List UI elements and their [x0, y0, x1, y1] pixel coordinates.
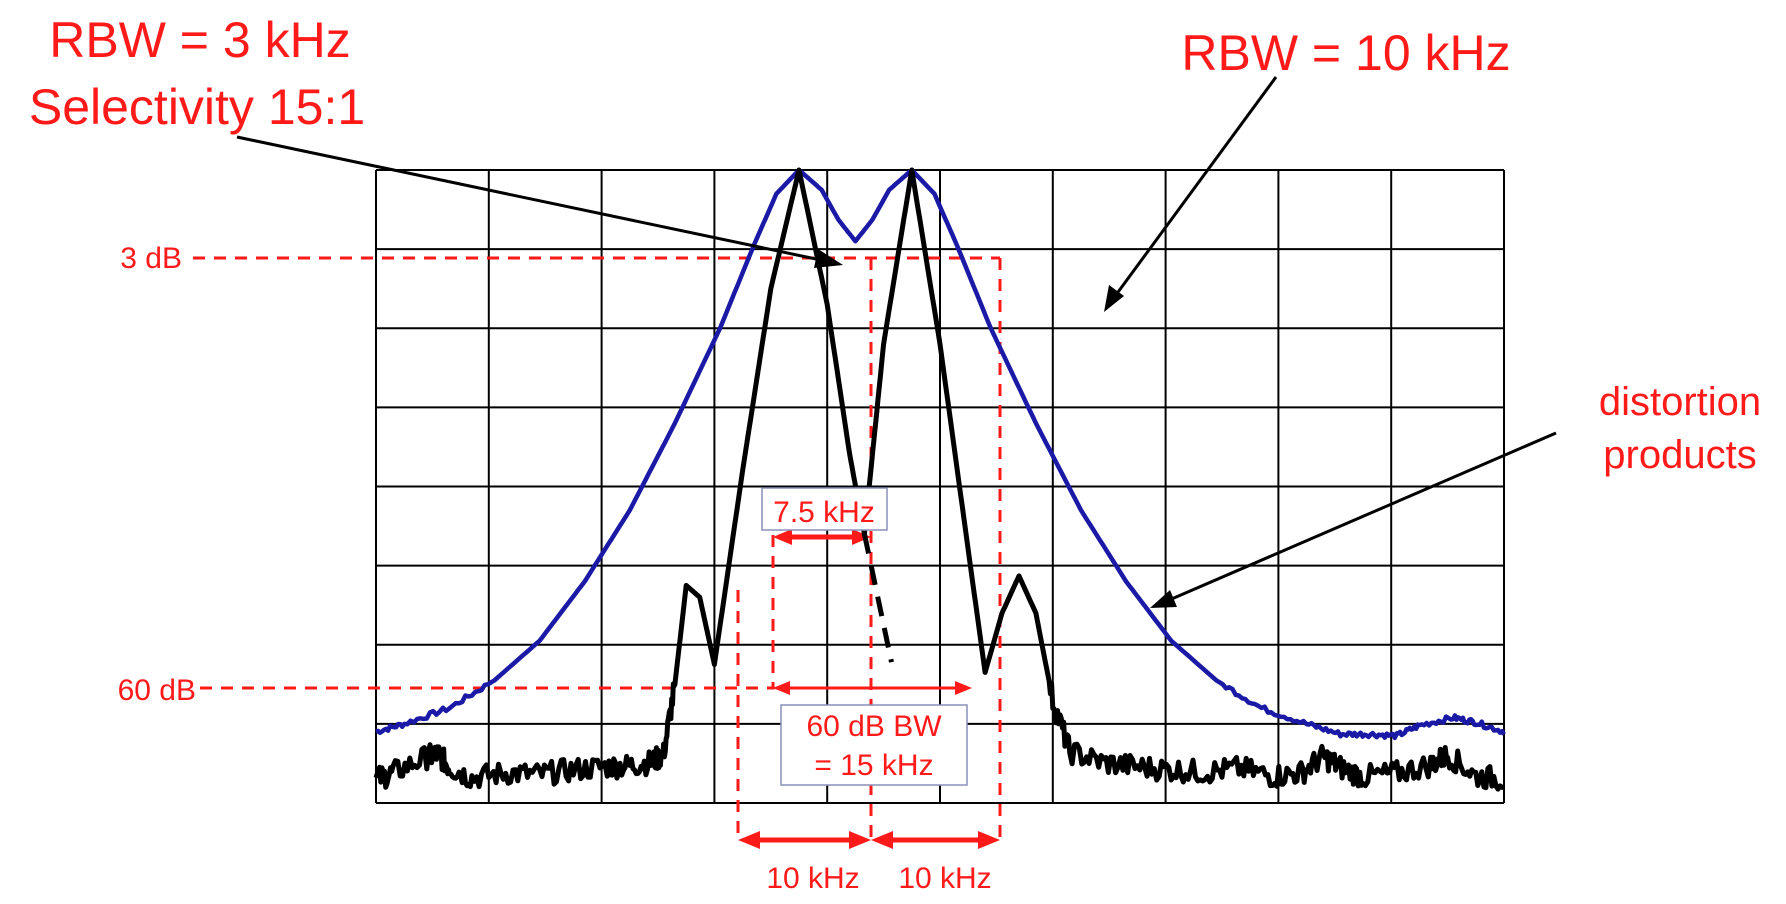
- rbw10-annotation: RBW = 10 kHz: [1181, 25, 1510, 81]
- spacing-left-head-r: [849, 831, 871, 849]
- callout-rbw3-line: [236, 135, 836, 265]
- spacing-right-label: 10 kHz: [898, 862, 991, 895]
- bw-60db-label-line1: 60 dB BW: [806, 710, 942, 743]
- level-3db-label: 3 dB: [120, 242, 182, 275]
- callouts: [236, 76, 1557, 608]
- trace-rbw-3khz-masked-segment: [861, 533, 894, 663]
- callout-rbw3-arrowhead: [814, 249, 843, 268]
- bw-60db-arrowhead-left: [773, 681, 790, 695]
- callout-rbw10-line: [1108, 76, 1278, 304]
- rbw3-annotation-line2: Selectivity 15:1: [29, 79, 365, 135]
- bw-60db-label-box: [780, 704, 968, 786]
- bw-7-5-label-box: [761, 487, 888, 531]
- spacing-right-head-l: [871, 831, 893, 849]
- spacing-right-head-r: [978, 831, 1000, 849]
- spacing-left-label: 10 kHz: [766, 862, 859, 895]
- plot-grid: [375, 169, 1505, 804]
- bw-60db-label-line2: = 15 kHz: [814, 749, 933, 782]
- callout-rbw10-arrowhead: [1104, 285, 1124, 312]
- traces: [373, 167, 1506, 792]
- spacing-left-head-l: [738, 831, 760, 849]
- distortion-annotation-line2: products: [1603, 433, 1756, 477]
- bw-7-5-arrowhead-left: [773, 529, 792, 545]
- callout-distortion-line: [1159, 431, 1557, 606]
- distortion-annotation-line1: distortion: [1599, 380, 1761, 424]
- bw-7-5-label: 7.5 kHz: [773, 496, 875, 529]
- level-60db-label: 60 dB: [118, 674, 196, 707]
- bw-7-5-arrowhead-right: [852, 529, 871, 545]
- trace-rbw-3khz: [373, 167, 1505, 792]
- rbw3-annotation-line1: RBW = 3 kHz: [49, 12, 350, 68]
- bw-60db-arrowhead-right: [955, 681, 972, 695]
- callout-distortion-arrowhead: [1150, 590, 1177, 608]
